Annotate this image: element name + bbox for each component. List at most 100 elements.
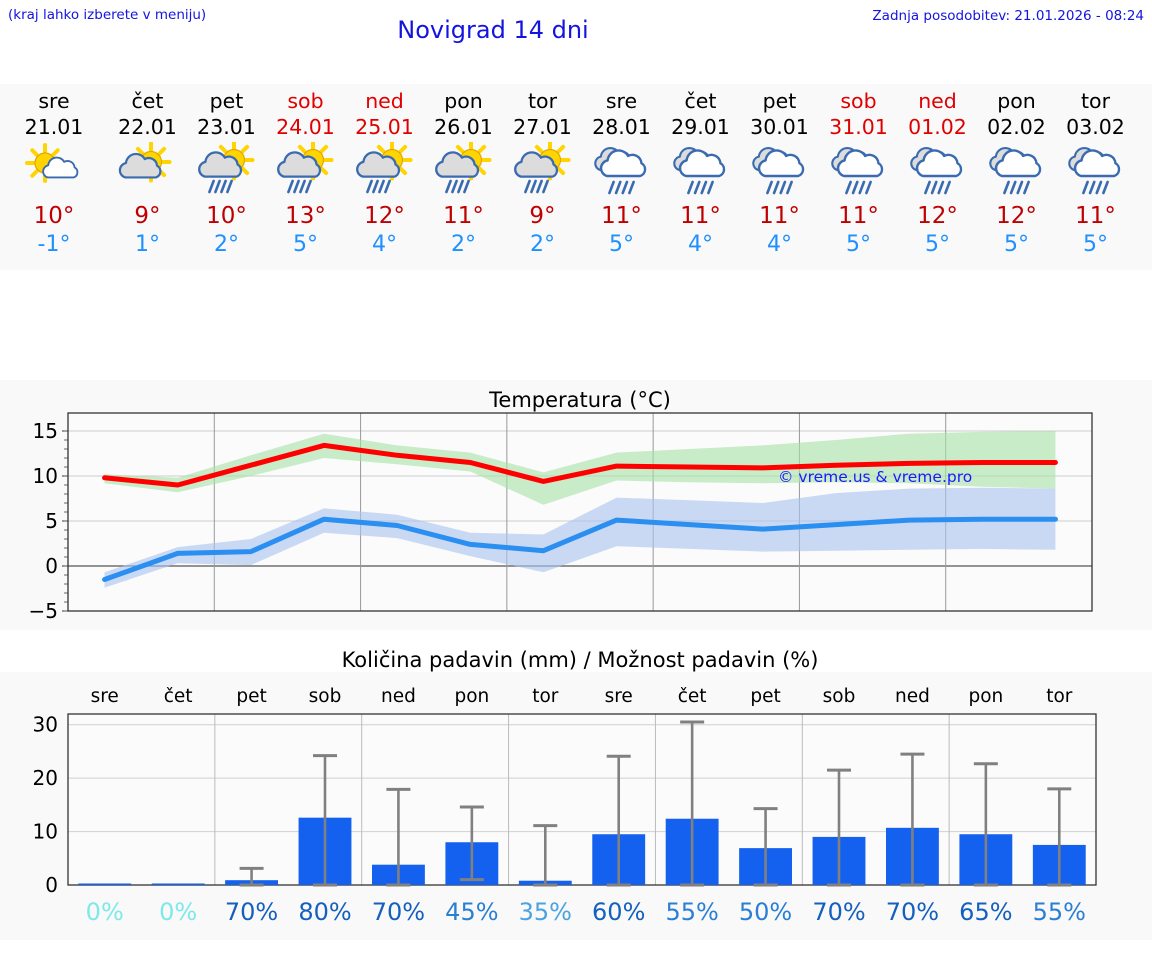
day-name: sre [605,89,638,113]
day-column[interactable]: ned 01.02 12° 5° [898,84,977,270]
precip-probability-label: 70% [225,898,278,926]
day-date: 30.01 [750,115,809,139]
day-column[interactable]: pon 26.01 11° 2° [424,84,503,270]
day-column[interactable]: sre 21.01 10° -1° [0,84,108,270]
precip-probability-label: 0% [86,898,124,926]
day-column[interactable]: sob 31.01 11° 5° [819,84,898,270]
day-temp-max: 11° [838,203,879,229]
day-name: sob [287,89,324,113]
temperature-chart-title: Temperatura (°C) [489,388,671,412]
precip-error-bar [680,720,705,887]
temp-y-tick: 0 [45,554,58,578]
day-name: sre [38,89,70,113]
day-temp-min: 2° [451,232,476,257]
cloud-rain-icon [988,147,1041,195]
weather-icon-wrap [512,142,574,200]
day-date: 03.02 [1066,115,1125,139]
sun-cloud-rain-icon [513,142,570,194]
precip-day-label: tor [1046,686,1073,707]
sun-small-cloud-icon [25,143,79,183]
weather-icon-wrap [23,142,85,200]
day-temp-min: 2° [530,232,555,257]
precip-bar[interactable] [151,883,205,886]
precip-error-bar [239,866,264,887]
precip-bar[interactable] [78,883,132,886]
day-temp-min: 4° [372,232,397,257]
day-column[interactable]: pon 02.02 12° 5° [977,84,1056,270]
weather-icon-wrap [117,142,179,200]
weather-icon-wrap [591,142,653,200]
precip-error-bar [386,787,411,887]
day-date: 26.01 [434,115,493,139]
weather-icon-wrap [433,142,495,200]
precip-y-tick: 0 [45,873,58,897]
weather-icon-wrap [986,142,1048,200]
precip-day-label: sob [823,686,856,707]
day-column[interactable]: ned 25.01 12° 4° [345,84,424,270]
day-name: ned [918,89,957,113]
day-column[interactable]: sre 28.01 11° 5° [582,84,661,270]
day-column[interactable]: tor 27.01 9° 2° [503,84,582,270]
precip-y-tick: 10 [33,820,58,844]
day-temp-max: 9° [529,203,556,229]
precip-probability-label: 70% [812,898,865,926]
day-temp-min: 5° [846,232,871,257]
day-date: 25.01 [355,115,414,139]
temperature-line [102,442,1058,488]
precip-day-label: sob [309,686,342,707]
precip-day-label: pet [236,686,266,707]
page-header: (kraj lahko izberete v meniju) Novigrad … [0,0,1152,60]
day-name: pet [209,89,244,113]
precip-day-label: tor [532,686,559,707]
day-column[interactable]: čet 22.01 9° 1° [108,84,187,270]
precip-error-bar [459,805,484,882]
day-column[interactable]: pet 30.01 11° 4° [740,84,819,270]
day-column[interactable]: pet 23.01 10° 2° [187,84,266,270]
sun-cloud-icon [118,142,171,183]
precip-day-label: sre [91,686,119,707]
precip-day-label: pet [750,686,780,707]
precip-probability-label: 35% [519,898,572,926]
location-menu-note[interactable]: (kraj lahko izberete v meniju) [8,7,207,23]
day-temp-max: 12° [996,203,1037,229]
day-name: pon [997,89,1036,113]
day-column[interactable]: tor 03.02 11° 5° [1056,84,1135,270]
precip-error-bar [900,752,925,887]
day-date: 22.01 [118,115,177,139]
precip-day-label: pon [454,686,489,707]
temp-y-tick: 15 [33,419,58,443]
day-temp-max: 11° [1075,203,1116,229]
day-date: 28.01 [592,115,651,139]
day-temp-min: 5° [1083,232,1108,257]
day-column[interactable]: sob 24.01 13° 5° [266,84,345,270]
day-temp-min: 4° [688,232,713,257]
precip-error-bar [753,807,778,887]
day-temp-min: 5° [609,232,634,257]
day-temp-max: 10° [206,203,247,229]
day-temp-max: 12° [917,203,958,229]
weather-icon-wrap [354,142,416,200]
cloud-rain-icon [672,147,725,195]
temp-y-tick: 10 [33,464,58,488]
day-date: 02.02 [987,115,1046,139]
precip-day-label: čet [678,686,707,707]
precip-error-bar [606,754,631,887]
copyright-label: © vreme.us & vreme.pro [778,468,973,486]
day-temp-min: 1° [135,232,160,257]
day-temp-max: 11° [759,203,800,229]
weather-icon-wrap [275,142,337,200]
day-temp-min: 5° [1004,232,1029,257]
day-temp-max: 9° [134,203,161,229]
daily-forecast-strip: sre 21.01 10° -1° čet 22.01 9° 1° pet 23.01 10° 2° s… [0,84,1152,270]
day-name: pet [762,89,797,113]
precip-probability-label: 65% [959,898,1012,926]
sun-cloud-rain-icon [434,142,491,194]
day-temp-min: 4° [767,232,792,257]
day-temp-min: 5° [293,232,318,257]
day-column[interactable]: čet 29.01 11° 4° [661,84,740,270]
precip-day-label: pon [968,686,1003,707]
day-name: tor [1080,89,1110,113]
day-temp-min: 2° [214,232,239,257]
precip-day-label: čet [164,686,193,707]
